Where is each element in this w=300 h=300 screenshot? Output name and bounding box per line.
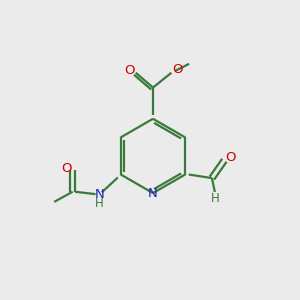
Text: O: O [172, 63, 183, 76]
Text: O: O [61, 162, 71, 176]
Text: H: H [211, 192, 219, 206]
Text: N: N [148, 187, 158, 200]
Text: N: N [94, 188, 104, 201]
Text: H: H [94, 197, 103, 210]
Text: O: O [225, 152, 236, 164]
Text: O: O [124, 64, 134, 77]
